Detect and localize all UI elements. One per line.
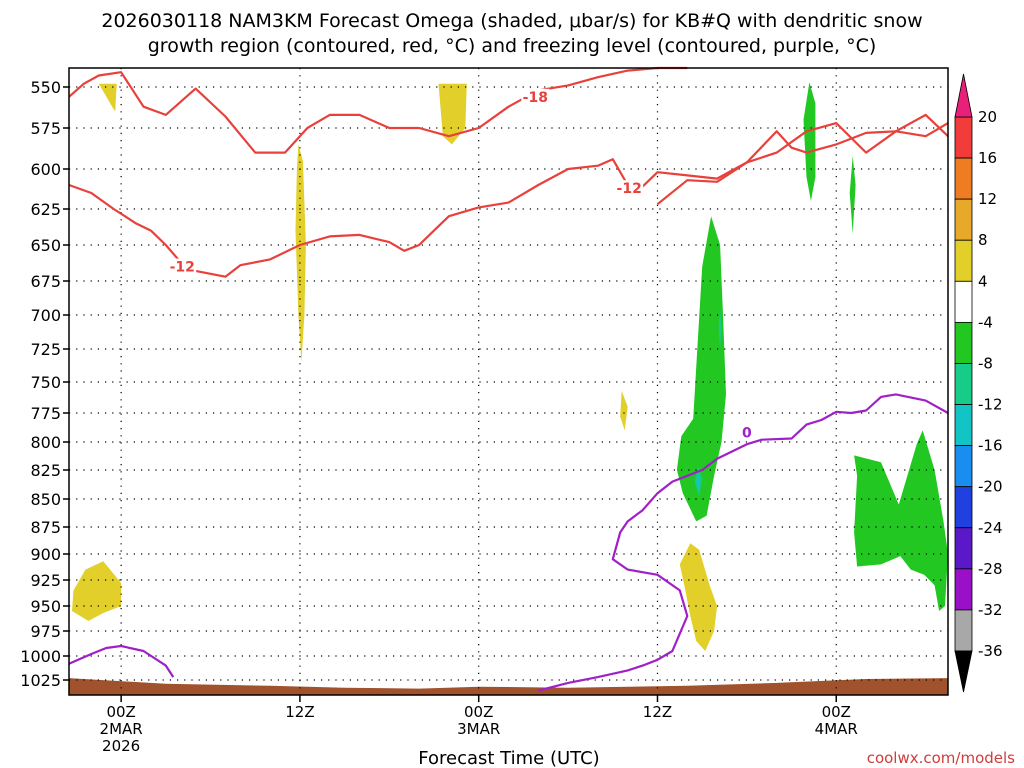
omega-shade-5	[679, 543, 718, 651]
omega-shade-2	[295, 144, 306, 363]
colorbar: 20 16 12 8 4 -4 -8 -12 -16 -20 -24 -28 -32 -36	[954, 73, 1003, 693]
omega-shade-9	[854, 430, 948, 611]
contour-label-3: 0	[742, 426, 752, 442]
colorbar-swatch-6	[954, 363, 973, 405]
colorbar-swatch-10	[954, 527, 973, 570]
pressure-axis: 550 575 600 625 650 675 700 725 750 775 800 825 850 8…	[20, 78, 69, 690]
x-tick-label-0-1: 2MAR	[100, 720, 143, 738]
colorbar-swatch-3	[954, 239, 973, 282]
y-tick-label-650: 650	[30, 236, 61, 255]
y-tick-label-1025: 1025	[20, 671, 61, 690]
colorbar-label-9: -20	[978, 478, 1003, 496]
y-tick-label-975: 975	[30, 622, 61, 641]
colorbar-top-arrow	[954, 73, 973, 118]
contour-lines-layer	[68, 66, 949, 692]
colorbar-swatch-5	[954, 321, 973, 364]
y-tick-label-550: 550	[30, 78, 61, 97]
colorbar-label-0: 20	[978, 108, 997, 126]
contour-line-0	[68, 66, 688, 154]
colorbar-swatch-4	[954, 280, 973, 323]
colorbar-label-8: -16	[978, 437, 1003, 455]
colorbar-label-4: 4	[978, 272, 988, 290]
y-tick-label-850: 850	[30, 490, 61, 509]
colorbar-label-13: -36	[978, 642, 1003, 660]
omega-shade-12	[696, 473, 700, 491]
colorbar-label-3: 8	[978, 231, 988, 249]
colorbar-swatch-12	[954, 609, 973, 652]
y-tick-label-900: 900	[30, 545, 61, 564]
y-tick-label-825: 825	[30, 461, 61, 480]
y-tick-label-675: 675	[30, 272, 61, 291]
omega-shade-10	[718, 308, 722, 349]
y-tick-label-950: 950	[30, 597, 61, 616]
contour-label-bg-3	[740, 424, 753, 439]
colorbar-label-12: -32	[978, 601, 1003, 619]
omega-shade-1	[438, 83, 467, 145]
colorbar-swatch-11	[954, 568, 973, 611]
colorbar-swatch-2	[954, 198, 973, 241]
contour-label-bg-1	[168, 258, 197, 273]
contour-label-bg-2	[615, 180, 644, 195]
y-tick-label-925: 925	[30, 571, 61, 590]
colorbar-label-7: -12	[978, 396, 1003, 414]
dotted-grid	[69, 68, 948, 695]
terrain-layer	[69, 678, 948, 695]
colorbar-label-5: -4	[978, 313, 993, 331]
contour-label-bg-0	[521, 88, 550, 103]
terrain-fill	[69, 678, 948, 695]
colorbar-bottom-arrow	[954, 650, 973, 693]
colorbar-label-10: -24	[978, 519, 1003, 537]
contour-label-1: -12	[170, 260, 195, 276]
y-tick-label-625: 625	[30, 200, 61, 219]
omega-shade-0	[98, 83, 117, 112]
x-tick-label-0-2: 2026	[102, 737, 140, 755]
x-tick-label-12-0: 12Z	[285, 703, 314, 721]
omega-shade-6	[676, 216, 726, 522]
credit-link[interactable]: coolwx.com/models	[867, 749, 1015, 767]
colorbar-swatch-9	[954, 486, 973, 529]
colorbar-label-2: 12	[978, 190, 997, 208]
y-tick-label-875: 875	[30, 518, 61, 537]
y-tick-label-600: 600	[30, 160, 61, 179]
colorbar-label-1: 16	[978, 149, 997, 167]
omega-shade-8	[849, 155, 856, 234]
omega-shade-4	[620, 390, 628, 431]
colorbar-swatch-8	[954, 445, 973, 488]
y-tick-label-800: 800	[30, 433, 61, 452]
contour-labels-layer: -18 -12 -12 0	[168, 88, 753, 442]
y-tick-label-575: 575	[30, 119, 61, 138]
omega-shade-3	[72, 561, 122, 621]
x-tick-label-24-0: 00Z	[464, 703, 493, 721]
colorbar-label-6: -8	[978, 354, 993, 372]
x-axis-title: Forecast Time (UTC)	[418, 748, 599, 768]
x-tick-label-48-1: 4MAR	[815, 720, 858, 738]
x-tick-label-24-1: 3MAR	[457, 720, 500, 738]
y-tick-label-725: 725	[30, 340, 61, 359]
x-tick-label-0-0: 00Z	[106, 703, 135, 721]
y-tick-label-700: 700	[30, 306, 61, 325]
contour-line-3	[68, 644, 175, 678]
y-tick-label-775: 775	[30, 404, 61, 423]
contour-line-2	[68, 113, 949, 278]
y-tick-label-1000: 1000	[20, 647, 61, 666]
colorbar-swatch-7	[954, 404, 973, 447]
omega-shade-7	[803, 82, 816, 201]
x-tick-label-48-0: 00Z	[822, 703, 851, 721]
x-tick-label-36-0: 12Z	[643, 703, 672, 721]
colorbar-swatch-0	[954, 116, 973, 159]
contour-line-1	[656, 122, 949, 206]
chart-title-line1: 2026030118 NAM3KM Forecast Omega (shaded…	[101, 10, 922, 32]
colorbar-label-11: -28	[978, 560, 1003, 578]
omega-shading-layer	[72, 82, 948, 651]
contour-label-2: -12	[617, 181, 642, 197]
colorbar-swatch-1	[954, 157, 973, 200]
contour-line-4	[538, 393, 949, 692]
chart-title-line2: growth region (contoured, red, °C) and f…	[148, 35, 877, 57]
contour-label-0: -18	[523, 90, 548, 106]
y-tick-label-750: 750	[30, 373, 61, 392]
